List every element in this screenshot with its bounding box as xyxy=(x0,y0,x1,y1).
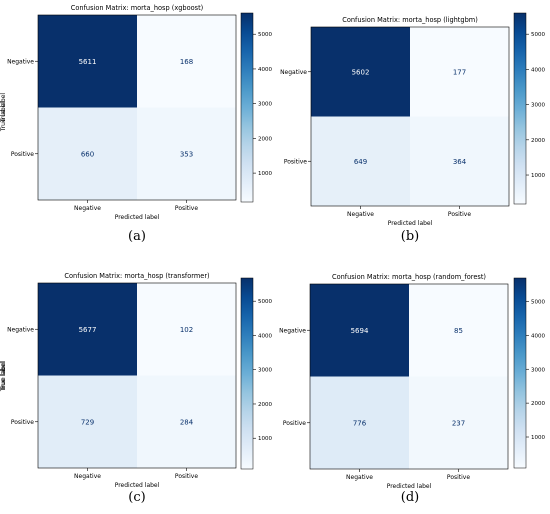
colorbar-tick-label: 4000 xyxy=(531,333,545,339)
x-tick-label: Positive xyxy=(448,211,471,218)
heatmap-cell xyxy=(38,15,137,108)
heatmap-cell xyxy=(38,283,137,376)
y-axis-label: True label xyxy=(0,362,7,392)
y-axis-label: True label xyxy=(0,102,7,132)
cell-value-label: 5694 xyxy=(351,327,369,335)
x-axis-label: Predicted label xyxy=(115,482,160,489)
cell-value-label: 729 xyxy=(81,418,94,426)
colorbar-tick-label: 1000 xyxy=(531,435,545,441)
colorbar-tick-label: 2000 xyxy=(258,136,272,142)
colorbar-tick-label: 3000 xyxy=(258,368,272,374)
cell-value-label: 776 xyxy=(353,419,367,427)
colorbar-tick-label: 2000 xyxy=(531,138,545,144)
y-tick-label: Positive xyxy=(11,151,34,158)
x-tick-label: Negative xyxy=(346,474,373,481)
heatmap-frame xyxy=(309,283,509,470)
heatmap-cell xyxy=(310,284,409,377)
colorbar-tick-label: 5000 xyxy=(531,32,545,38)
chart-title: Confusion Matrix: morta_hosp (random_for… xyxy=(332,273,486,281)
confusion-matrix-panel: Confusion Matrix: morta_hosp (transforme… xyxy=(0,272,272,505)
subfigure-caption: (c) xyxy=(128,490,145,505)
x-axis-label: Predicted label xyxy=(387,483,432,490)
heatmap-cell xyxy=(38,375,137,468)
heatmap-cell xyxy=(311,116,410,206)
colorbar-tick-label: 3000 xyxy=(531,367,545,373)
colorbar-tick-label: 3000 xyxy=(258,102,272,108)
cell-value-label: 5611 xyxy=(79,58,97,66)
heatmap-frame xyxy=(37,282,237,469)
subfigure-caption: (d) xyxy=(401,490,419,505)
y-tick-label: Negative xyxy=(280,69,307,76)
colorbar-tick-label: 4000 xyxy=(531,67,545,73)
y-tick-label: Positive xyxy=(283,420,306,427)
confusion-matrix-panel: Confusion Matrix: morta_hosp (lightgbm) 5… xyxy=(0,12,545,244)
cell-value-label: 5602 xyxy=(352,68,370,76)
colorbar xyxy=(513,277,527,469)
colorbar-tick-label: 2000 xyxy=(258,402,272,408)
y-tick-label: Positive xyxy=(284,158,307,165)
colorbar xyxy=(513,12,527,205)
cell-value-label: 177 xyxy=(453,68,466,76)
y-tick-label: Positive xyxy=(11,419,34,426)
chart-title: Confusion Matrix: morta_hosp (lightgbm) xyxy=(342,16,478,24)
x-tick-label: Negative xyxy=(74,205,101,212)
heatmap-cell xyxy=(410,116,509,206)
colorbar-tick-label: 5000 xyxy=(258,299,272,305)
subfigure-caption: (b) xyxy=(401,229,419,244)
heatmap-cell xyxy=(137,375,236,468)
x-axis-label: Predicted label xyxy=(115,214,160,221)
cell-value-label: 284 xyxy=(180,418,194,426)
x-tick-label: Positive xyxy=(447,474,470,481)
colorbar-tick-label: 1000 xyxy=(258,436,272,442)
cell-value-label: 102 xyxy=(180,326,193,334)
colorbar-tick-label: 2000 xyxy=(531,401,545,407)
subfigure-caption: (a) xyxy=(128,229,146,244)
x-tick-label: Negative xyxy=(74,473,101,480)
heatmap-cell xyxy=(310,376,409,469)
colorbar-tick-label: 1000 xyxy=(258,171,272,177)
y-axis-label: True label xyxy=(0,93,7,123)
confusion-matrix-panel: Confusion Matrix: morta_hosp (random_for… xyxy=(0,273,545,505)
heatmap-cell xyxy=(311,27,410,117)
cell-value-label: 5677 xyxy=(79,326,97,334)
heatmap-frame xyxy=(37,14,237,201)
cell-value-label: 168 xyxy=(180,58,193,66)
y-tick-label: Negative xyxy=(7,58,34,65)
y-tick-label: Negative xyxy=(7,326,34,333)
cell-value-label: 237 xyxy=(452,419,465,427)
chart-title: Confusion Matrix: morta_hosp (transforme… xyxy=(64,272,209,280)
chart-title: Confusion Matrix: morta_hosp (xgboost) xyxy=(71,4,204,12)
heatmap-cell xyxy=(410,27,509,117)
x-tick-label: Positive xyxy=(175,473,198,480)
y-axis-label: True label xyxy=(0,361,7,391)
cell-value-label: 660 xyxy=(81,150,94,158)
colorbar xyxy=(240,277,254,470)
heatmap-cell xyxy=(137,283,236,376)
colorbar-tick-label: 5000 xyxy=(258,32,272,38)
heatmap-cell xyxy=(137,15,236,108)
x-tick-label: Positive xyxy=(175,205,198,212)
x-axis-label: Predicted label xyxy=(388,220,433,227)
cell-value-label: 649 xyxy=(354,158,367,166)
y-tick-label: Negative xyxy=(279,327,306,334)
cell-value-label: 364 xyxy=(453,158,467,166)
heatmap-cell xyxy=(409,376,508,469)
confusion-matrix-panel: Confusion Matrix: morta_hosp (xgboost) 56… xyxy=(0,4,272,244)
x-tick-label: Negative xyxy=(347,211,374,218)
colorbar-tick-label: 4000 xyxy=(258,67,272,73)
cell-value-label: 85 xyxy=(454,327,463,335)
cell-value-label: 353 xyxy=(180,150,193,158)
heatmap-frame xyxy=(310,26,510,207)
colorbar xyxy=(240,12,254,203)
heatmap-cell xyxy=(137,107,236,200)
colorbar-tick-label: 1000 xyxy=(531,173,545,179)
heatmap-cell xyxy=(38,107,137,200)
colorbar-tick-label: 5000 xyxy=(531,300,545,306)
colorbar-tick-label: 3000 xyxy=(531,103,545,109)
colorbar-tick-label: 4000 xyxy=(258,333,272,339)
heatmap-cell xyxy=(409,284,508,377)
